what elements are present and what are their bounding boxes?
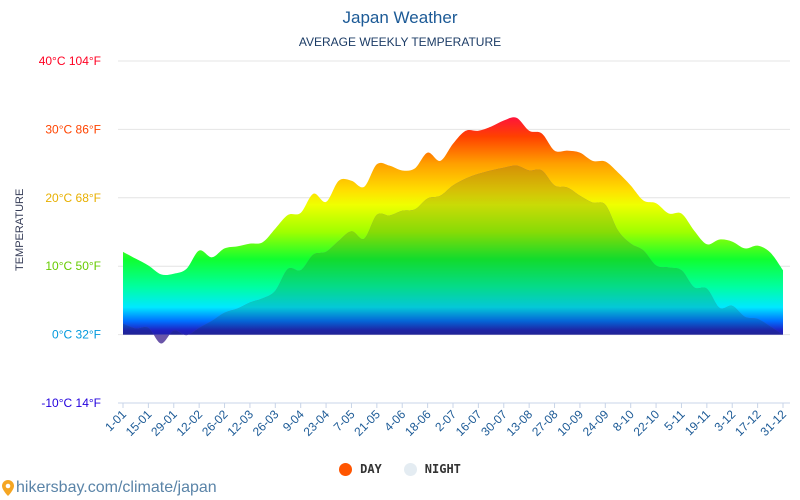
x-tick-label: 18-06 [402, 407, 434, 439]
x-tick-label: 15-01 [123, 407, 155, 439]
legend-swatch-night [403, 462, 417, 476]
night-area [123, 165, 783, 335]
x-tick-label: 12-02 [174, 407, 206, 439]
y-tick-label: 0°C 32°F [52, 328, 101, 342]
footer-link[interactable]: hikersbay.com/climate/japan [2, 479, 217, 497]
x-tick-label: 23-04 [301, 407, 333, 439]
x-tick-label: 21-05 [351, 407, 383, 439]
footer-text: hikersbay.com/climate/japan [16, 479, 217, 496]
x-tick-label: 10-09 [554, 407, 586, 439]
x-tick-label: 12-03 [224, 407, 256, 439]
map-pin-icon [2, 480, 14, 496]
night-area-shade [123, 165, 783, 335]
x-tick-label: 22-10 [631, 407, 663, 439]
x-tick-label: 13-08 [504, 407, 536, 439]
night-area-group [123, 165, 783, 335]
legend-swatch-day [339, 462, 353, 476]
legend-label-night: NIGHT [424, 462, 461, 476]
chart-subtitle: AVERAGE WEEKLY TEMPERATURE [298, 35, 502, 49]
x-tick-label: 31-12 [758, 407, 790, 439]
y-tick-label: 30°C 86°F [45, 122, 101, 136]
x-tick-label: 26-02 [199, 407, 231, 439]
legend-label-day: DAY [360, 462, 382, 476]
y-tick-label: 10°C 50°F [45, 259, 101, 273]
x-tick-label: 16-07 [453, 407, 485, 439]
x-tick-label: 27-08 [529, 407, 561, 439]
x-tick-label: 26-03 [250, 407, 282, 439]
x-tick-label: 19-11 [682, 407, 713, 438]
legend-item-night[interactable]: NIGHT [403, 462, 461, 476]
legend: DAY NIGHT [0, 462, 800, 476]
x-tick-label: 24-09 [580, 407, 612, 439]
x-tick-label: 29-01 [148, 407, 180, 439]
x-tick-label: 17-12 [732, 407, 764, 439]
y-tick-label: 40°C 104°F [39, 54, 101, 68]
chart-title: Japan Weather [342, 8, 458, 27]
y-tick-label: 20°C 68°F [45, 191, 101, 205]
legend-item-day[interactable]: DAY [339, 462, 382, 476]
y-tick-label: -10°C 14°F [41, 396, 101, 410]
x-tick-label: 30-07 [478, 407, 510, 439]
